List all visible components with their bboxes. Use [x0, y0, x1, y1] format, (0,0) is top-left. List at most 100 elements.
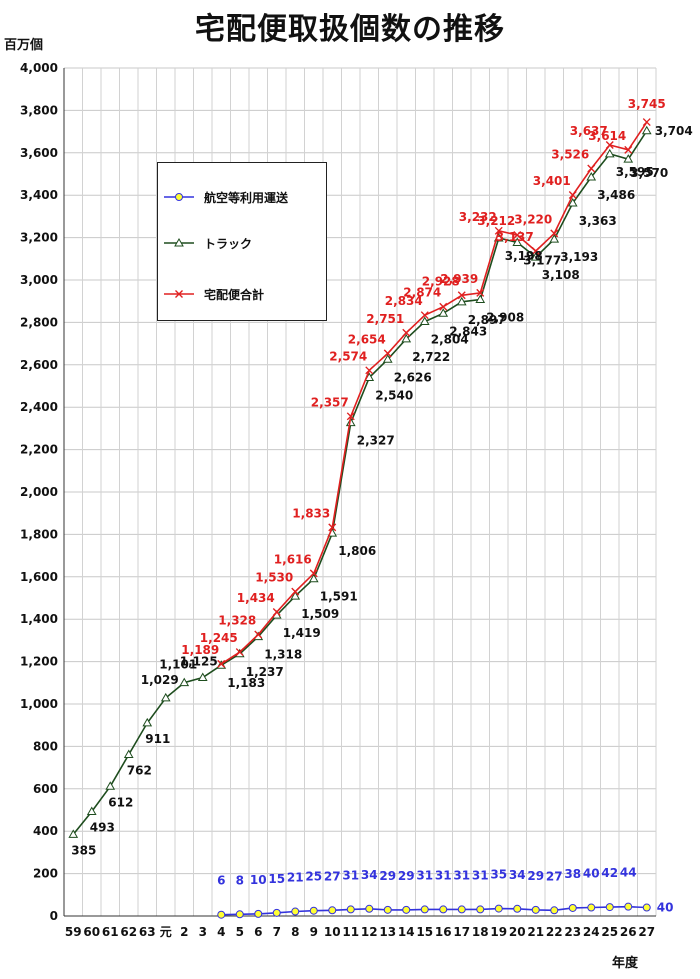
legend-label-total: 宅配便合計 — [204, 288, 265, 302]
data-point-total — [494, 226, 503, 235]
x-tick-label: 6 — [254, 925, 262, 939]
data-point-truck — [567, 198, 578, 207]
y-tick-label: 3,000 — [20, 273, 58, 287]
data-label-total: 1,616 — [274, 552, 312, 566]
legend-label-truck: トラック — [204, 237, 253, 251]
x-tick-label: 62 — [120, 925, 137, 939]
data-point-truck — [530, 252, 541, 261]
data-point-total — [531, 246, 540, 255]
data-point-air — [494, 904, 503, 913]
data-label-air: 25 — [305, 870, 322, 884]
y-tick-label: 2,800 — [20, 315, 58, 329]
y-tick-label: 2,200 — [20, 443, 58, 457]
y-tick-label: 200 — [33, 867, 58, 881]
data-label-air: 34 — [361, 868, 378, 882]
data-label-truck: 3,486 — [597, 188, 635, 202]
data-label-total: 3,614 — [588, 129, 626, 143]
x-tick-label: 14 — [398, 925, 415, 939]
data-point-air — [402, 905, 411, 914]
data-point-truck — [549, 234, 560, 243]
x-tick-label: 11 — [342, 925, 359, 939]
data-point-air — [624, 902, 633, 911]
data-label-truck: 1,591 — [320, 590, 358, 604]
data-point-total — [568, 190, 577, 199]
data-point-truck — [308, 573, 319, 583]
data-point-air — [587, 903, 596, 912]
x-tick-label: 20 — [509, 925, 526, 939]
data-label-truck: 3,595 — [616, 165, 654, 179]
data-label-air: 35 — [490, 868, 507, 882]
data-point-air — [272, 908, 281, 917]
data-label-total: 2,654 — [348, 332, 386, 346]
x-tick-label: 5 — [236, 925, 244, 939]
data-label-air: 31 — [416, 868, 433, 882]
y-tick-label: 3,600 — [20, 146, 58, 160]
x-tick-label: 9 — [310, 925, 318, 939]
x-tick-label: 17 — [453, 925, 470, 939]
x-tick-label: 59 — [65, 925, 82, 939]
data-label-total: 1,189 — [181, 643, 219, 657]
data-label-air: 29 — [379, 869, 396, 883]
data-point-total — [550, 229, 559, 238]
data-label-air: 31 — [435, 868, 452, 882]
data-point-total — [309, 569, 318, 578]
y-tick-label: 0 — [50, 909, 58, 923]
data-label-truck: 1,029 — [141, 673, 179, 687]
data-label-truck: 1,237 — [246, 665, 284, 679]
legend-marker-triangle-icon — [164, 237, 194, 247]
data-label-air: 10 — [250, 873, 267, 887]
data-point-air — [235, 910, 244, 919]
data-point-total — [513, 231, 522, 240]
data-point-truck — [86, 806, 97, 815]
data-label-total: 3,401 — [533, 174, 571, 188]
data-label-air: 44 — [620, 866, 637, 880]
data-label-truck: 3,704 — [655, 124, 693, 138]
data-point-truck — [438, 308, 449, 317]
y-tick-label: 1,800 — [20, 527, 58, 541]
data-point-air — [605, 903, 614, 912]
data-label-truck: 3,193 — [560, 250, 598, 264]
data-label-total: 3,526 — [551, 147, 589, 161]
x-tick-label: 13 — [379, 925, 396, 939]
series-layer — [68, 118, 652, 919]
x-tick-label: 21 — [527, 925, 544, 939]
data-label-total: 2,874 — [403, 286, 441, 300]
y-axis-unit-label: 百万個 — [4, 38, 44, 53]
y-tick-label: 1,400 — [20, 612, 58, 626]
x-tick-label: 25 — [601, 925, 618, 939]
data-label-truck: 2,327 — [357, 434, 395, 448]
data-point-total — [328, 523, 337, 532]
data-label-total: 2,751 — [366, 312, 404, 326]
x-tick-label: 7 — [273, 925, 281, 939]
data-point-air — [291, 907, 300, 916]
data-point-truck — [586, 171, 597, 181]
x-tick-label: 23 — [564, 925, 581, 939]
y-tick-label: 800 — [33, 739, 58, 753]
data-point-total — [587, 164, 596, 173]
data-point-air — [642, 903, 651, 912]
data-point-air — [383, 905, 392, 914]
data-label-total: 3,745 — [628, 97, 666, 111]
data-label-truck: 493 — [90, 820, 115, 834]
data-label-truck: 3,363 — [579, 214, 617, 228]
data-point-air — [457, 905, 466, 914]
x-tick-label: 8 — [291, 925, 299, 939]
data-label-truck: 1,125 — [180, 655, 218, 669]
data-point-total — [457, 291, 466, 300]
data-point-air — [309, 906, 318, 915]
data-label-air: 8 — [236, 873, 244, 887]
data-label-truck: 3,177 — [523, 253, 561, 267]
legend-label-air: 航空等利用運送 — [204, 191, 289, 205]
data-label-total: 1,833 — [292, 506, 330, 520]
y-tick-label: 3,200 — [20, 231, 58, 245]
data-point-total — [402, 328, 411, 337]
data-point-total — [365, 366, 374, 375]
data-point-air — [531, 905, 540, 914]
data-label-truck: 3,198 — [505, 249, 543, 263]
data-label-air: 31 — [342, 868, 359, 882]
chart-title: 宅配便取扱個数の推移 — [195, 12, 505, 47]
x-tick-label: 26 — [620, 925, 637, 939]
data-point-air — [476, 905, 485, 914]
y-tick-label: 4,000 — [20, 61, 58, 75]
